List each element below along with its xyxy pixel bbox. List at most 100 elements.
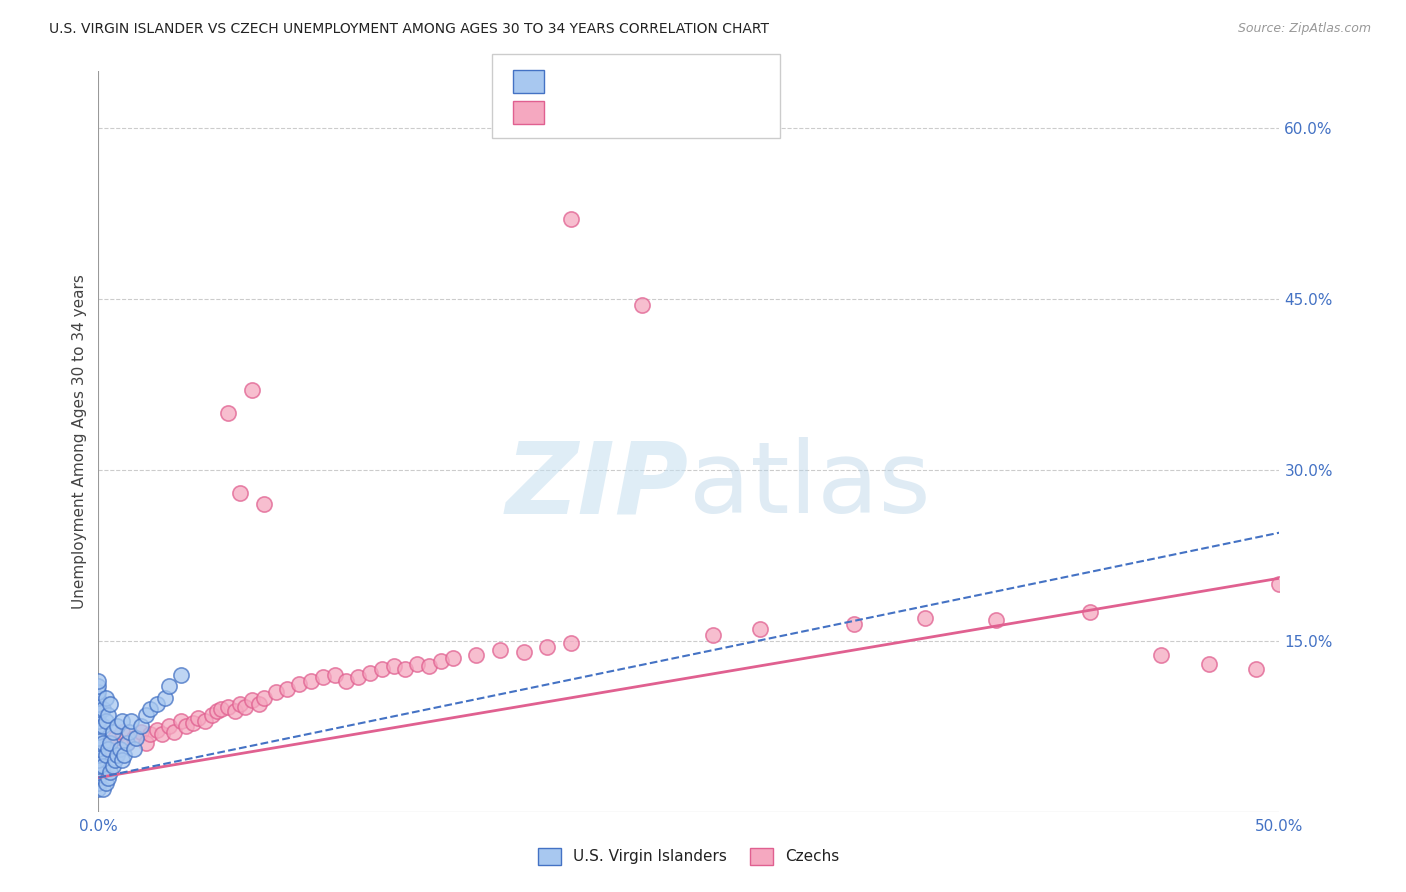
Point: [1268, 577, 1291, 591]
Point: [1150, 648, 1173, 662]
Point: [87, 781, 110, 796]
Point: [984, 613, 1007, 627]
Point: [94, 776, 117, 790]
Point: [87, 747, 110, 762]
Point: [129, 725, 152, 739]
Point: [87, 764, 110, 779]
Point: [217, 700, 239, 714]
Point: [217, 406, 239, 420]
Point: [153, 690, 176, 705]
Point: [101, 725, 124, 739]
Point: [104, 731, 127, 745]
Legend: U.S. Virgin Islanders, Czechs: U.S. Virgin Islanders, Czechs: [531, 842, 846, 871]
Point: [105, 747, 128, 762]
Point: [276, 681, 298, 696]
Point: [94, 714, 117, 728]
Point: [748, 623, 770, 637]
Point: [288, 677, 311, 691]
Point: [174, 719, 197, 733]
Point: [87, 680, 110, 694]
Point: [1198, 657, 1220, 671]
Point: [98, 697, 121, 711]
Point: [87, 759, 110, 773]
Point: [233, 700, 256, 714]
Point: [371, 662, 394, 676]
Point: [536, 640, 558, 654]
Point: [91, 736, 114, 750]
Point: [101, 759, 124, 773]
Point: [87, 731, 110, 745]
Point: [253, 690, 276, 705]
Point: [157, 719, 180, 733]
Point: [209, 702, 232, 716]
Point: [224, 705, 246, 719]
Point: [489, 643, 512, 657]
Point: [441, 651, 464, 665]
Point: [630, 298, 652, 312]
Point: [87, 742, 110, 756]
Point: [312, 670, 335, 684]
Point: [87, 685, 110, 699]
Point: [105, 719, 128, 733]
Point: [87, 673, 110, 688]
Point: [139, 727, 162, 741]
Point: [844, 616, 866, 631]
Text: R = 0.045: R = 0.045: [558, 74, 641, 92]
Point: [264, 685, 287, 699]
Point: [91, 759, 114, 773]
Point: [512, 645, 534, 659]
Point: [97, 707, 120, 722]
Y-axis label: Unemployment Among Ages 30 to 34 years: Unemployment Among Ages 30 to 34 years: [72, 274, 87, 609]
Point: [97, 742, 120, 756]
Point: [394, 662, 416, 676]
Point: [187, 711, 209, 725]
Point: [335, 673, 357, 688]
Point: [135, 736, 157, 750]
Point: [87, 707, 110, 722]
Point: [201, 707, 224, 722]
Point: [229, 485, 252, 500]
Point: [146, 697, 169, 711]
Point: [122, 731, 145, 745]
Point: [146, 723, 169, 737]
Point: [121, 714, 143, 728]
Point: [125, 731, 148, 745]
Point: [194, 714, 217, 728]
Point: [87, 725, 110, 739]
Point: [157, 680, 180, 694]
Point: [87, 754, 110, 768]
Text: R = 0.240: R = 0.240: [558, 105, 641, 123]
Point: [108, 742, 131, 756]
Point: [91, 742, 114, 756]
Point: [430, 654, 453, 668]
Point: [91, 719, 114, 733]
Point: [406, 657, 429, 671]
Point: [87, 714, 110, 728]
Point: [98, 736, 121, 750]
Point: [323, 668, 346, 682]
Point: [205, 705, 228, 719]
Point: [1244, 662, 1267, 676]
Point: [347, 670, 370, 684]
Point: [115, 736, 138, 750]
Point: [118, 725, 141, 739]
Point: [87, 702, 110, 716]
Text: N = 66: N = 66: [659, 105, 717, 123]
Point: [112, 747, 135, 762]
Point: [240, 384, 263, 398]
Point: [87, 697, 110, 711]
Point: [122, 742, 145, 756]
Text: Source: ZipAtlas.com: Source: ZipAtlas.com: [1237, 22, 1371, 36]
Point: [94, 690, 117, 705]
Point: [111, 725, 134, 739]
Point: [104, 754, 127, 768]
Point: [299, 673, 322, 688]
Point: [87, 747, 110, 762]
Point: [418, 659, 440, 673]
Point: [139, 702, 162, 716]
Point: [115, 736, 138, 750]
Text: N = 56: N = 56: [659, 74, 717, 92]
Point: [98, 736, 121, 750]
Point: [1080, 606, 1102, 620]
Point: [465, 648, 488, 662]
